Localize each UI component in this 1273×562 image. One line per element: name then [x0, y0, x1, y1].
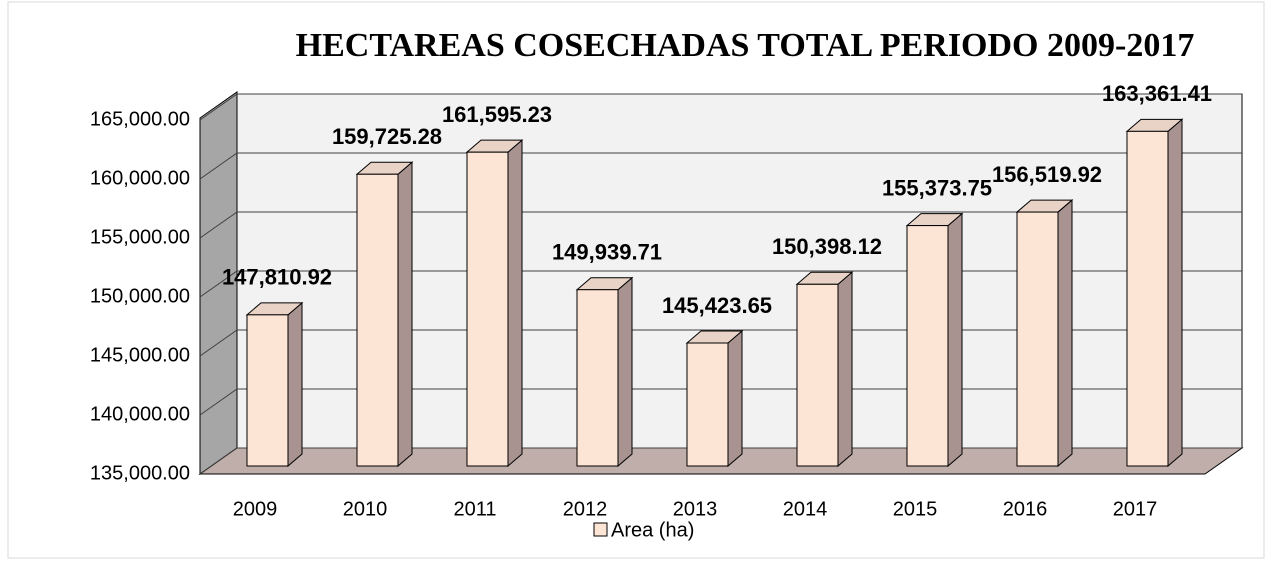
x-tick-label: 2016: [1003, 498, 1048, 520]
data-label: 161,595.23: [442, 102, 552, 127]
x-tick-label: 2015: [893, 498, 938, 520]
grid-line: [199, 211, 1242, 239]
bar-side: [507, 139, 523, 468]
legend-swatch: [593, 522, 608, 537]
x-tick-label: 2012: [563, 498, 608, 520]
bar-side: [727, 329, 743, 468]
y-tick-label: 145,000.00: [90, 344, 190, 366]
y-tick-label: 155,000.00: [90, 226, 190, 248]
bar: [686, 342, 729, 467]
grid-line: [199, 93, 1242, 121]
grid-line: [199, 152, 1242, 180]
data-label: 163,361.41: [1102, 81, 1212, 106]
data-label: 156,519.92: [992, 162, 1102, 187]
chart-title: HECTAREAS COSECHADAS TOTAL PERIODO 2009-…: [296, 27, 1195, 64]
legend-label: Area (ha): [611, 519, 694, 541]
bar: [576, 289, 619, 467]
bar: [1126, 130, 1169, 467]
data-label: 159,725.28: [332, 124, 442, 149]
x-tick-label: 2017: [1113, 498, 1158, 520]
bar: [466, 151, 509, 467]
y-tick-label: 140,000.00: [90, 403, 190, 425]
bar: [246, 314, 289, 467]
y-tick-label: 165,000.00: [90, 108, 190, 130]
bar-side: [287, 301, 303, 468]
x-tick-label: 2011: [453, 498, 496, 520]
bar-side: [1167, 118, 1183, 468]
data-label: 155,373.75: [882, 175, 992, 200]
y-tick-label: 135,000.00: [90, 462, 190, 484]
bar-side: [837, 271, 853, 468]
y-tick-label: 150,000.00: [90, 285, 190, 307]
x-tick-label: 2010: [343, 498, 388, 520]
x-tick-label: 2009: [233, 498, 278, 520]
x-tick-label: 2014: [783, 498, 828, 520]
bar: [796, 283, 839, 467]
bar: [906, 225, 949, 467]
bar-side: [1057, 198, 1073, 468]
data-label: 147,810.92: [222, 265, 332, 290]
bar-side: [397, 161, 413, 468]
bar-side: [617, 276, 633, 468]
bar: [1016, 211, 1059, 467]
data-label: 145,423.65: [662, 293, 772, 318]
y-tick-label: 160,000.00: [90, 167, 190, 189]
data-label: 149,939.71: [552, 240, 662, 265]
data-label: 150,398.12: [772, 234, 882, 259]
bar-side: [947, 212, 963, 468]
x-tick-label: 2013: [673, 498, 718, 520]
bar: [356, 173, 399, 467]
